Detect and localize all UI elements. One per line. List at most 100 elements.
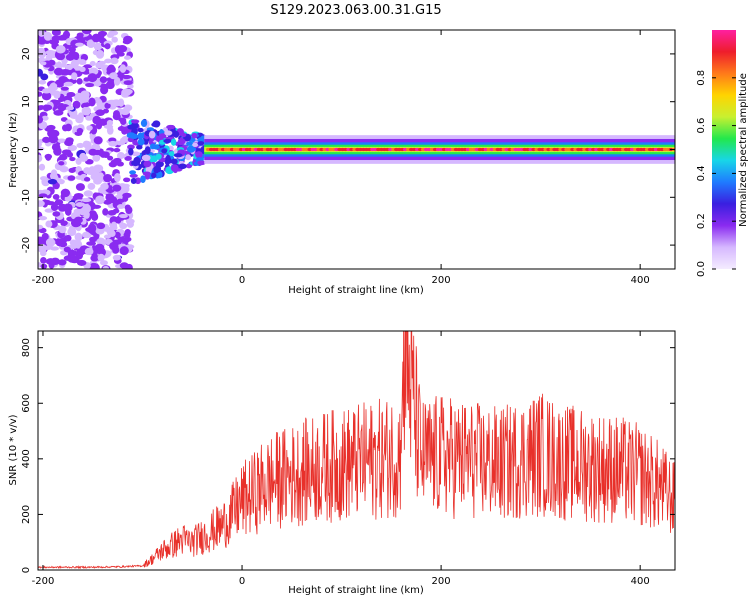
spectrogram-cell — [170, 138, 177, 146]
spectrogram-cell — [83, 190, 93, 197]
spectrogram-cell — [47, 178, 58, 185]
spectrogram-cell — [119, 246, 129, 256]
snr-frame — [37, 330, 676, 571]
spectrogram-cell — [104, 43, 111, 50]
spectrogram-cell — [122, 88, 133, 95]
spectrogram-cell — [109, 72, 118, 80]
spectrogram-cell — [41, 91, 52, 101]
y-tick-label: 600 — [21, 394, 32, 413]
spectrogram-cell — [140, 175, 146, 183]
spectrogram-cell — [158, 133, 167, 139]
y-tick-label: 10 — [21, 95, 32, 108]
spectrogram-cell — [104, 102, 111, 109]
spectrogram-cell — [151, 172, 157, 179]
spectrogram-cell — [90, 254, 99, 262]
spectrogram-cells — [38, 30, 675, 269]
spectrogram-cell — [106, 32, 115, 38]
snr-y-label: SNR (10 * v/v) — [8, 414, 19, 485]
spectrogram-cell — [165, 154, 171, 163]
spectrogram-panel: -200 0 200 400 -20 -10 0 10 20 Height of straig… — [8, 29, 676, 296]
spectrogram-cell — [115, 216, 122, 224]
spectrogram-cell — [170, 158, 178, 165]
spectrogram-cell — [58, 225, 67, 234]
spectrogram-cell — [130, 133, 138, 139]
spectrogram-cell — [82, 231, 92, 239]
spectrogram-cell — [84, 247, 94, 256]
spectrogram-cell — [95, 49, 105, 59]
spectrogram-cell — [38, 193, 48, 198]
spectrogram-cell — [38, 216, 48, 221]
spectrogram-cell — [164, 130, 173, 136]
spectrogram-cell — [155, 153, 162, 160]
spectrogram-cell — [127, 124, 135, 130]
spectrogram-cell — [107, 155, 114, 161]
spectrogram-cell — [129, 173, 138, 178]
spectrogram-cell — [113, 76, 121, 86]
spectrogram-cell — [96, 222, 106, 230]
colorbar-tick-label: 0.0 — [696, 261, 707, 277]
spectrogram-cell — [124, 155, 132, 161]
spectrogram-cell — [178, 163, 187, 170]
x-tick-label: 400 — [631, 576, 650, 587]
spectrogram-cell — [92, 115, 102, 125]
spectrogram-cell — [116, 198, 125, 203]
spectrogram-cell — [79, 66, 86, 73]
spectrogram-cell — [100, 183, 109, 191]
spectrogram-cell — [45, 258, 56, 265]
spectrogram-cell — [86, 39, 96, 48]
spectrogram-cell — [124, 204, 131, 211]
spectrogram-cell — [93, 42, 103, 51]
spectrogram-cell — [68, 167, 76, 173]
spectrogram-cell — [52, 211, 61, 217]
spectrogram-cell — [121, 74, 132, 80]
spectrogram-cell — [95, 195, 105, 205]
spectrogram-cell — [85, 82, 95, 88]
x-tick-label: 400 — [631, 275, 650, 286]
spectrogram-cell — [81, 197, 92, 203]
spectrogram-cell — [38, 236, 44, 245]
spectrogram-cell — [94, 243, 105, 252]
spectrogram-cell — [38, 47, 45, 53]
spectrogram-cell — [65, 64, 73, 71]
spectrogram-cell — [120, 108, 130, 116]
y-tick-label: 20 — [21, 48, 32, 61]
spectrogram-cell — [53, 67, 64, 76]
spectrogram-cell — [90, 265, 98, 269]
spectrogram-cell — [116, 161, 124, 167]
x-tick-label: -200 — [32, 576, 55, 587]
spectrogram-cell — [38, 115, 44, 124]
spectrogram-cell — [38, 243, 47, 253]
spectrogram-cell — [136, 145, 143, 150]
snr-series-line — [38, 331, 675, 570]
spectrogram-cell — [142, 171, 151, 176]
spectrogram-cell — [192, 142, 199, 147]
spectrogram-cell — [186, 145, 196, 153]
spectrogram-cell — [103, 173, 113, 183]
spectrogram-cell — [110, 57, 119, 65]
spectrogram-cell — [38, 106, 44, 111]
spectrogram-cell — [173, 130, 180, 138]
spectrogram-cell — [130, 177, 137, 184]
spectrogram-cell — [116, 153, 127, 158]
spectrogram-cell — [117, 237, 126, 243]
spectrogram-cell — [60, 220, 68, 226]
spectrogram-cell — [137, 138, 145, 146]
spectrogram-cell — [70, 59, 79, 68]
spectrogram-cell — [117, 45, 128, 53]
spectrogram-cell — [133, 156, 141, 165]
y-tick-label: 200 — [21, 505, 32, 524]
spectrogram-cell — [85, 115, 93, 121]
spectrogram-cell — [102, 108, 110, 114]
spectrogram-cell — [58, 161, 65, 166]
spectrogram-cell — [41, 115, 49, 121]
spectrogram-cell — [57, 138, 67, 144]
spectrogram-cell — [128, 147, 134, 156]
spectrogram-cell — [186, 141, 194, 146]
spectrogram-cell — [117, 98, 125, 107]
spectrogram-cell — [53, 90, 61, 99]
spectrogram-cell — [96, 99, 103, 108]
spectrogram-cell — [113, 147, 121, 153]
spectrogram-cell — [40, 263, 48, 269]
spectrogram-cell — [81, 106, 92, 116]
spectrogram-cell — [163, 138, 172, 144]
